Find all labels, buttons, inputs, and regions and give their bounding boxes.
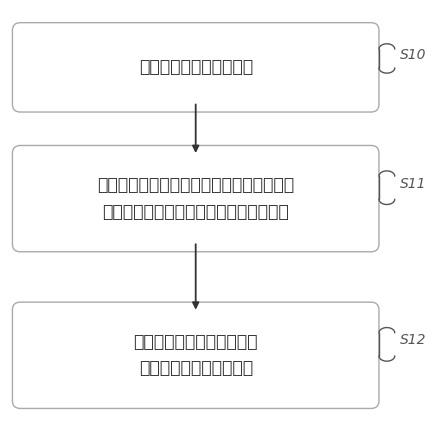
FancyBboxPatch shape (12, 302, 379, 408)
Text: 若找到空闲的块存储空间，
则将块存储空间进行分配: 若找到空闲的块存储空间， 则将块存储空间进行分配 (134, 333, 258, 378)
FancyBboxPatch shape (12, 145, 379, 252)
Text: S10: S10 (400, 48, 427, 62)
Text: S12: S12 (400, 333, 427, 347)
Text: 若收到申请请求，则按离磁盘空间的中心位
置的距离从外向内遍历磁盘的块存储空间: 若收到申请请求，则按离磁盘空间的中心位 置的距离从外向内遍历磁盘的块存储空间 (97, 176, 294, 221)
Text: S11: S11 (400, 177, 427, 190)
FancyBboxPatch shape (12, 23, 379, 112)
Text: 接收磁盘空间的申请请求: 接收磁盘空间的申请请求 (139, 58, 253, 76)
